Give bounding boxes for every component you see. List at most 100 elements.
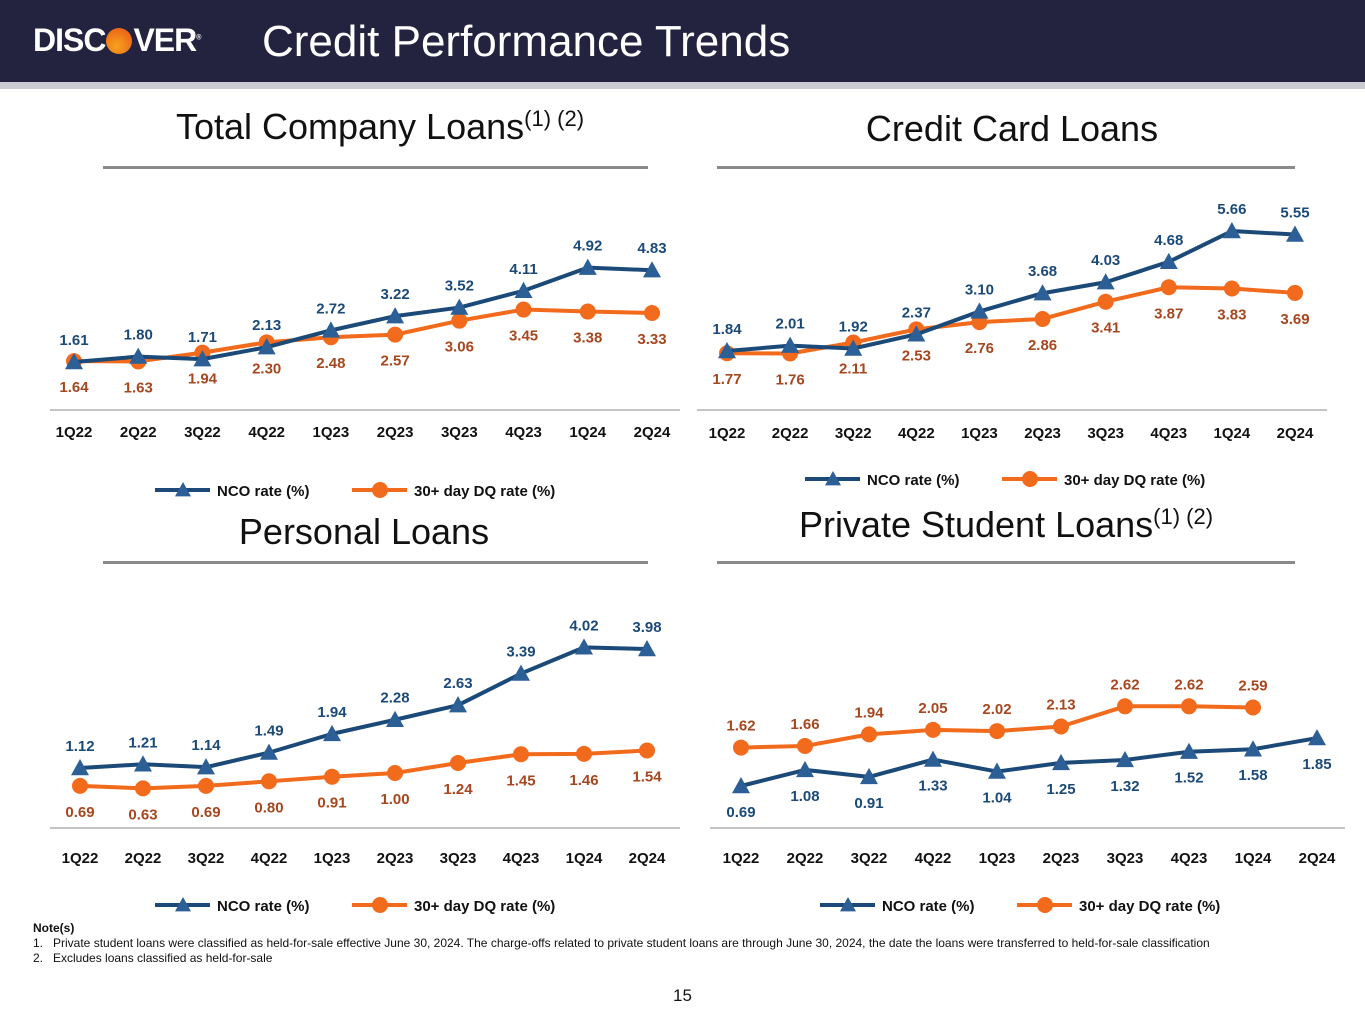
x-tick-label: 1Q23 (979, 850, 1016, 867)
x-tick-label: 3Q22 (184, 424, 221, 441)
dq-point (1097, 293, 1114, 310)
nco-line (73, 265, 653, 364)
dq-point (261, 773, 277, 790)
dq-point (387, 326, 404, 343)
x-tick-label: 2Q24 (1299, 850, 1336, 867)
nco-point (718, 342, 736, 359)
nco-data-label: 2.01 (776, 316, 805, 333)
legend-nco-label: NCO rate (%) (867, 472, 960, 489)
nco-point (512, 664, 530, 681)
nco-line (726, 229, 1296, 353)
nco-data-label: 1.32 (1110, 778, 1139, 795)
title-rule (717, 166, 1295, 169)
dq-point (198, 777, 214, 794)
legend-dq-marker (372, 897, 388, 913)
nco-data-label: 5.66 (1217, 201, 1246, 218)
dq-data-label: 2.11 (839, 361, 867, 378)
x-tick-label: 4Q22 (898, 425, 935, 442)
footnotes: Note(s) 1. Private student loans were cl… (33, 921, 1333, 966)
nco-point (1180, 742, 1198, 759)
nco-point (781, 336, 800, 353)
dq-point (797, 737, 813, 754)
dq-point (579, 303, 596, 320)
dq-data-label: 1.54 (632, 769, 662, 786)
dq-data-label: 2.05 (918, 700, 947, 717)
nco-point (924, 750, 942, 767)
dq-data-label: 2.86 (1028, 337, 1057, 354)
dq-data-label: 3.38 (573, 330, 602, 347)
dq-data-label: 3.41 (1091, 320, 1120, 337)
nco-data-label: 1.14 (191, 737, 221, 754)
nco-data-label: 3.22 (381, 286, 410, 303)
nco-point (1159, 252, 1178, 270)
dq-data-label: 1.77 (712, 371, 741, 388)
x-tick-label: 1Q24 (566, 850, 603, 867)
dq-point (1117, 698, 1133, 715)
dq-data-label: 2.48 (316, 355, 345, 372)
dq-line (73, 307, 653, 364)
dq-point (1223, 280, 1240, 297)
dq-line (726, 285, 1296, 356)
nco-point (1222, 222, 1241, 239)
nco-point (257, 338, 276, 355)
legend-dq-label: 30+ day DQ rate (%) (1079, 898, 1220, 915)
dq-data-label: 2.62 (1174, 676, 1203, 693)
nco-point (1096, 273, 1115, 290)
x-tick-label: 2Q22 (120, 424, 157, 441)
dq-data-label: 1.24 (443, 781, 473, 798)
x-tick-label: 1Q22 (723, 850, 760, 867)
x-tick-label: 2Q23 (1024, 425, 1061, 442)
legend-nco-marker (175, 897, 191, 912)
dq-data-label: 3.69 (1280, 311, 1309, 328)
nco-data-label: 2.72 (316, 300, 345, 317)
dq-point (925, 721, 941, 738)
nco-point (1052, 753, 1070, 771)
dq-point (1053, 718, 1069, 735)
nco-data-label: 2.63 (443, 675, 472, 692)
x-tick-label: 4Q23 (1171, 850, 1208, 867)
dq-point (513, 746, 529, 763)
nco-point (796, 760, 814, 778)
dq-data-label: 1.62 (726, 718, 755, 735)
dq-data-label: 0.80 (254, 799, 283, 816)
x-tick-label: 4Q23 (505, 424, 542, 441)
nco-point (578, 258, 597, 275)
header-divider (0, 82, 1365, 89)
nco-point (197, 758, 215, 775)
x-tick-label: 3Q22 (851, 850, 888, 867)
nco-data-label: 1.33 (918, 778, 947, 795)
dq-point (639, 742, 655, 759)
nco-data-label: 3.52 (445, 278, 474, 295)
x-tick-label: 3Q23 (441, 424, 478, 441)
nco-point (638, 640, 656, 657)
nco-line (740, 736, 1318, 788)
nco-data-label: 1.04 (982, 790, 1012, 807)
dq-point (387, 764, 403, 781)
nco-data-label: 3.68 (1028, 263, 1057, 280)
chart-3: 1Q22 2Q22 3Q22 4Q22 1Q23 2Q23 3Q23 4Q23 1Q24 2Q24… (710, 676, 1345, 915)
legend-nco-marker (825, 471, 841, 486)
nco-data-label: 3.98 (632, 619, 661, 636)
legend-dq-marker (1022, 471, 1038, 487)
nco-point (514, 281, 533, 298)
dq-data-label: 2.13 (1046, 697, 1075, 714)
chart-1: 1Q22 2Q22 3Q22 4Q22 1Q23 2Q23 3Q23 4Q23 1Q24 2Q24… (697, 201, 1327, 489)
nco-point (1308, 729, 1326, 746)
nco-data-label: 1.21 (128, 734, 157, 751)
legend-dq-label: 30+ day DQ rate (%) (414, 483, 555, 500)
nco-data-label: 2.13 (252, 317, 281, 334)
x-tick-label: 4Q23 (1150, 425, 1187, 442)
x-tick-label: 1Q24 (1214, 425, 1251, 442)
x-tick-label: 3Q23 (1087, 425, 1124, 442)
nco-point (386, 710, 404, 727)
x-tick-label: 1Q22 (56, 424, 93, 441)
nco-data-label: 0.69 (726, 804, 755, 821)
title-rule (103, 166, 648, 169)
header-bar (0, 0, 1365, 82)
x-tick-label: 1Q23 (961, 425, 998, 442)
chart-title-student: Private Student Loans(1) (2) (798, 504, 1214, 545)
dq-data-label: 0.69 (65, 804, 94, 821)
nco-point (1286, 225, 1304, 242)
dq-point (1181, 698, 1197, 715)
